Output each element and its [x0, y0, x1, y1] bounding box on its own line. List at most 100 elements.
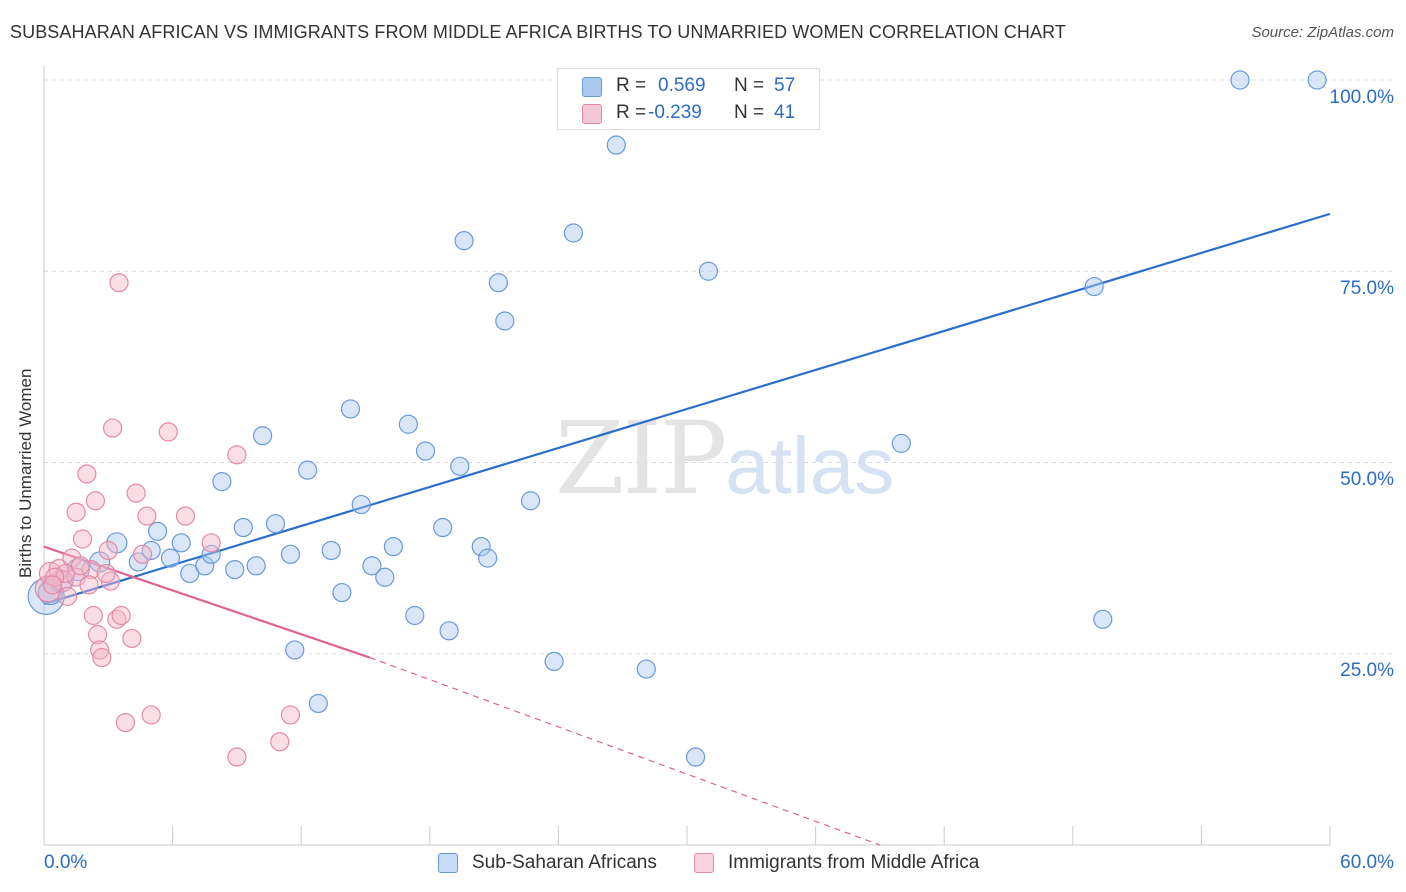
point-sub-saharan: [375, 567, 395, 587]
x-tick-label-max: 60.0%: [1340, 852, 1394, 873]
point-sub-saharan: [405, 605, 425, 626]
point-middle-africa: [270, 732, 290, 752]
legend-label: Sub-Saharan Africans: [472, 852, 657, 873]
y-tick-label-100: 100.0%: [1329, 87, 1394, 108]
point-sub-saharan: [233, 517, 253, 538]
point-middle-africa: [280, 705, 301, 725]
point-sub-saharan: [478, 548, 498, 568]
point-middle-africa: [175, 506, 196, 526]
x-tick-label-min: 0.0%: [44, 852, 88, 873]
point-sub-saharan: [495, 311, 515, 331]
legend-label: Immigrants from Middle Africa: [728, 852, 980, 873]
point-sub-saharan: [439, 621, 459, 641]
point-middle-africa: [227, 747, 247, 767]
blue-swatch: [582, 77, 602, 97]
point-sub-saharan: [253, 426, 273, 446]
point-sub-saharan: [285, 640, 305, 660]
point-middle-africa: [90, 640, 110, 660]
point-sub-saharan: [450, 456, 470, 476]
point-middle-africa: [132, 544, 153, 564]
blue-swatch: [438, 853, 458, 873]
point-sub-saharan: [225, 559, 245, 580]
point-middle-africa: [57, 586, 78, 606]
point-middle-africa: [126, 483, 146, 503]
point-sub-saharan: [340, 399, 361, 419]
r-value: 0.569: [658, 75, 706, 96]
point-sub-saharan: [351, 494, 371, 515]
chart-title: SUBSAHARAN AFRICAN VS IMMIGRANTS FROM MI…: [10, 22, 1066, 42]
watermark-atlas: atlas: [725, 421, 895, 510]
point-middle-africa: [70, 556, 91, 576]
point-sub-saharan: [471, 537, 491, 557]
point-sub-saharan: [698, 261, 719, 281]
point-middle-africa: [85, 491, 106, 511]
point-sub-saharan: [180, 563, 200, 584]
watermark-zip: ZIP: [555, 400, 727, 517]
point-middle-africa: [115, 712, 136, 733]
y-tick-label-75: 75.0%: [1340, 278, 1394, 299]
watermark: ZIPatlas: [555, 400, 894, 517]
point-sub-saharan: [636, 659, 656, 679]
point-sub-saharan: [606, 135, 626, 155]
point-sub-saharan: [398, 414, 418, 434]
point-sub-saharan: [280, 544, 301, 564]
trend-extension-middle-africa: [369, 657, 881, 846]
point-middle-africa: [55, 563, 76, 584]
y-axis-title: Births to Unmarried Women: [16, 368, 35, 578]
point-middle-africa: [122, 628, 142, 649]
point-sub-saharan: [332, 582, 352, 603]
point-middle-africa: [77, 464, 97, 484]
point-sub-saharan: [433, 517, 453, 538]
point-middle-africa: [45, 567, 65, 587]
point-sub-saharan: [147, 521, 168, 541]
point-sub-saharan: [415, 441, 436, 461]
point-sub-saharan: [1307, 70, 1327, 90]
point-middle-africa: [81, 559, 101, 580]
point-sub-saharan: [563, 223, 584, 243]
pink-swatch: [694, 853, 714, 873]
point-sub-saharan: [520, 491, 541, 511]
point-middle-africa: [87, 625, 108, 645]
point-middle-africa: [158, 422, 178, 442]
point-sub-saharan: [685, 747, 706, 767]
point-middle-africa: [102, 418, 123, 438]
n-value: 57: [774, 75, 796, 96]
point-sub-saharan: [298, 460, 318, 480]
point-sub-saharan: [544, 651, 564, 672]
point-middle-africa: [201, 533, 221, 553]
point-sub-saharan: [1084, 276, 1104, 297]
point-middle-africa: [96, 563, 116, 584]
n-value: 41: [774, 102, 796, 123]
grid-lines: [44, 79, 1392, 655]
data-points: [27, 70, 1327, 767]
source-credit: Source: ZipAtlas.com: [1251, 24, 1394, 41]
point-sub-saharan: [891, 433, 911, 453]
point-middle-africa: [141, 705, 161, 725]
y-tick-label-25: 25.0%: [1340, 660, 1394, 681]
point-middle-africa: [109, 273, 129, 293]
point-middle-africa: [83, 605, 103, 626]
r-value: -0.239: [648, 102, 702, 123]
point-sub-saharan: [454, 231, 474, 251]
point-middle-africa: [137, 506, 157, 526]
point-sub-saharan: [212, 472, 232, 492]
point-middle-africa: [66, 502, 86, 522]
point-middle-africa: [72, 529, 93, 549]
point-sub-saharan: [1230, 70, 1250, 90]
point-sub-saharan: [488, 273, 508, 293]
point-sub-saharan: [246, 556, 266, 576]
point-sub-saharan: [321, 540, 341, 561]
trend-line-sub-saharan: [43, 212, 1331, 606]
r-label: R =: [616, 102, 647, 123]
n-label: N =: [734, 102, 765, 123]
point-middle-africa: [42, 575, 63, 595]
point-middle-africa: [92, 647, 112, 668]
point-sub-saharan: [308, 693, 328, 714]
point-sub-saharan: [201, 544, 221, 564]
y-tick-label-50: 50.0%: [1340, 469, 1394, 490]
point-sub-saharan: [171, 533, 191, 553]
point-sub-saharan: [383, 537, 403, 557]
point-sub-saharan: [195, 556, 215, 576]
pink-swatch: [582, 104, 602, 124]
